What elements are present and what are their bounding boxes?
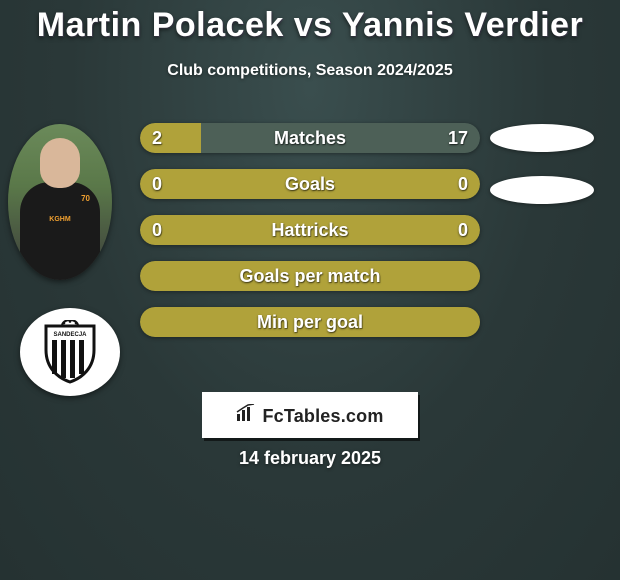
stat-label: Matches [140,123,480,153]
shirt-sponsor-text: KGHM [38,216,82,223]
svg-text:SANDECJA: SANDECJA [53,332,87,338]
club-shield-icon: SANDECJA [42,320,98,384]
right-placeholder-ellipse-2 [490,176,594,204]
stat-row: Goals per match [140,261,480,291]
player-photo-left: KGHM 70 [8,124,112,280]
source-badge-text: FcTables.com [262,406,383,427]
player-head [40,138,80,188]
right-placeholder-ellipse-1 [490,124,594,152]
stat-row: 217Matches [140,123,480,153]
stat-label: Min per goal [140,307,480,337]
comparison-card: Martin Polacek vs Yannis Verdier Club co… [0,0,620,580]
generated-date: 14 february 2025 [0,448,620,469]
bar-chart-icon [236,404,256,422]
stat-row: Min per goal [140,307,480,337]
subtitle: Club competitions, Season 2024/2025 [0,62,620,80]
stat-row: 00Goals [140,169,480,199]
stat-label: Goals per match [140,261,480,291]
stat-label: Hattricks [140,215,480,245]
page-title: Martin Polacek vs Yannis Verdier [0,6,620,45]
stat-label: Goals [140,169,480,199]
club-badge-ellipse: SANDECJA [20,308,120,396]
club-badge-left: SANDECJA [20,308,120,396]
stat-row: 00Hattricks [140,215,480,245]
stats-comparison: 217Matches 00Goals 00Hattricks Goals per ma… [140,123,480,353]
shirt-number: 70 [81,194,90,203]
source-badge[interactable]: FcTables.com [202,392,418,438]
